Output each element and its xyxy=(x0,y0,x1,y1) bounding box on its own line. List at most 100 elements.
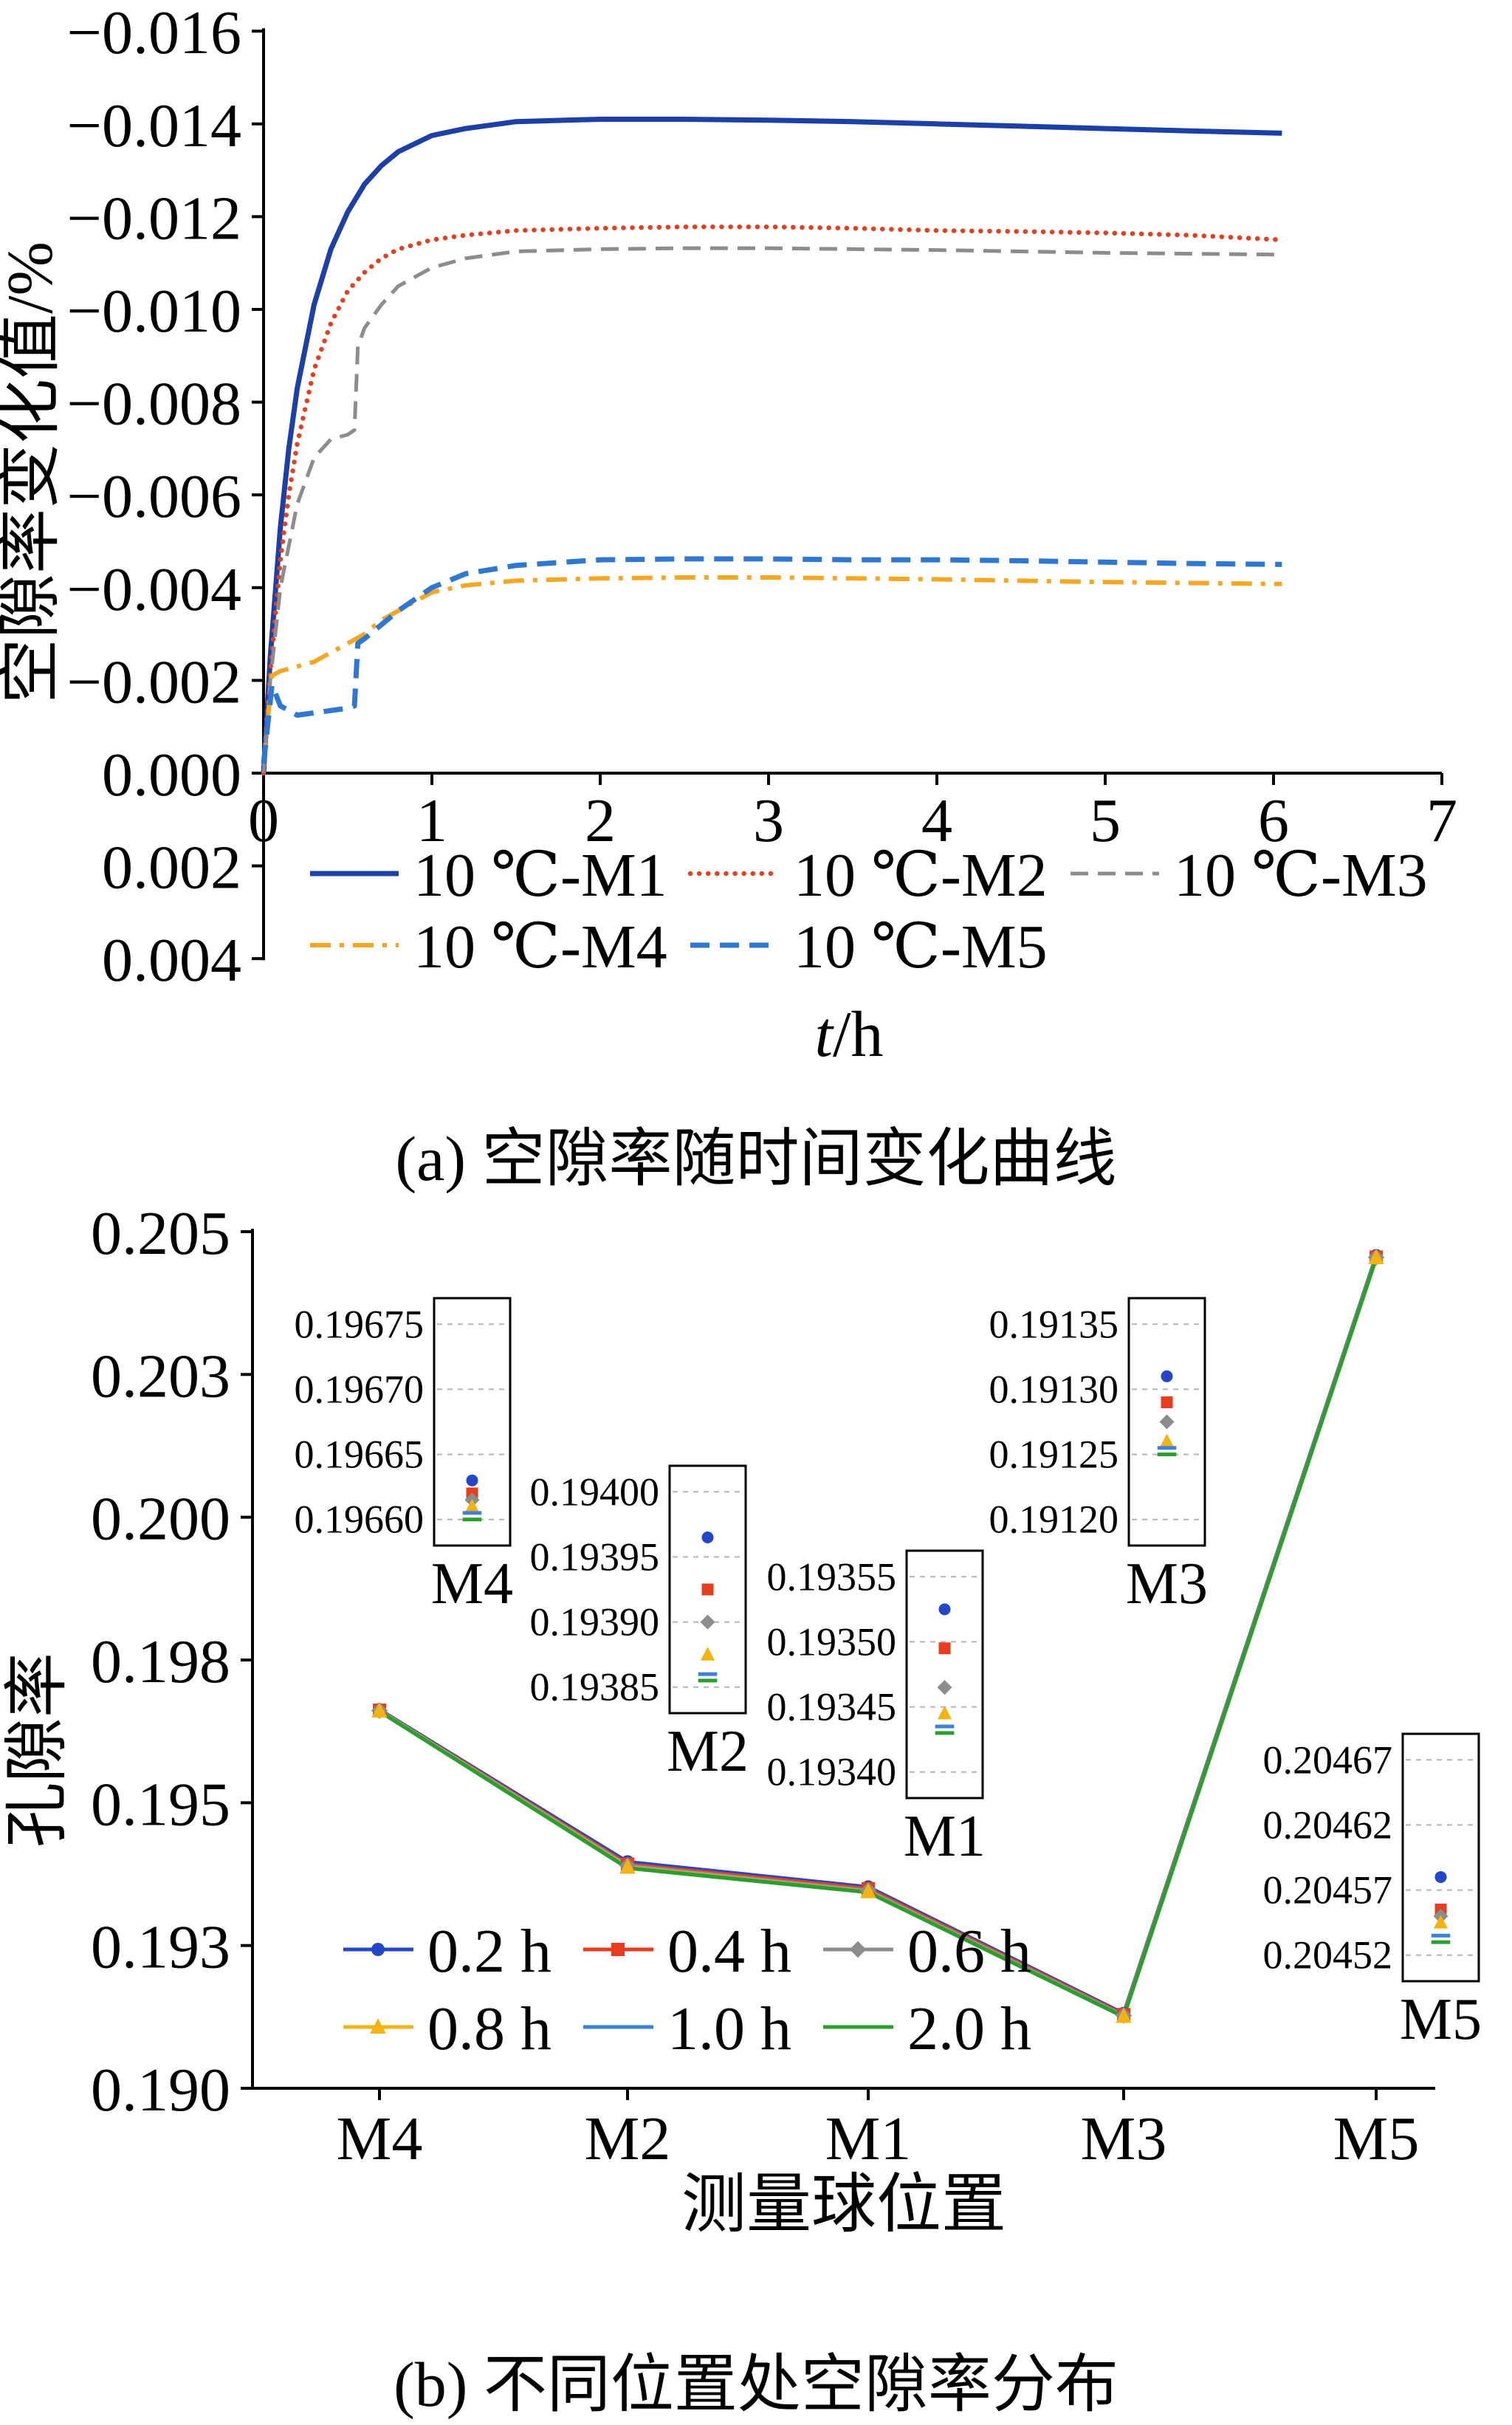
inset-label-M2: M2 xyxy=(667,1719,749,1784)
inset-point-0.4 h xyxy=(701,1583,714,1596)
a-series-10 ℃-M5 xyxy=(261,556,1282,764)
b-legend-label: 2.0 h xyxy=(907,1994,1031,2063)
a-y-tick-label: 0.000 xyxy=(102,741,241,809)
inset-point-0.2 h xyxy=(701,1531,714,1543)
b-point-0.8 h xyxy=(1116,2007,1132,2023)
inset-point-0.2 h xyxy=(466,1474,478,1486)
a-x-tick-label: 3 xyxy=(753,786,784,855)
a-x-tick-label: 7 xyxy=(1426,786,1457,855)
inset-tick-label: 0.20467 xyxy=(1263,1738,1393,1782)
inset-point-0.8 h xyxy=(1433,1915,1449,1929)
inset-tick-label: 0.19135 xyxy=(989,1302,1119,1346)
inset-tick-label: 0.19125 xyxy=(989,1433,1119,1477)
inset-point-0.2 h xyxy=(938,1603,951,1616)
a-y-tick-label: −0.006 xyxy=(67,462,241,531)
b-x-tick-label: M1 xyxy=(825,2105,912,2173)
a-y-axis-title: 空隙率变化值/% xyxy=(0,241,66,704)
inset-tick-label: 0.19130 xyxy=(989,1367,1119,1411)
b-legend-marker xyxy=(370,2018,386,2034)
b-x-tick-label: M5 xyxy=(1333,2105,1420,2173)
inset-point-0.4 h xyxy=(938,1642,951,1655)
b-y-tick-label: 0.190 xyxy=(91,2056,230,2124)
b-legend-marker xyxy=(849,1941,867,1958)
caption-b: (b) 不同位置处空隙率分布 xyxy=(394,2349,1118,2420)
inset-tick-label: 0.19675 xyxy=(295,1302,425,1346)
a-x-tick-label: 4 xyxy=(921,786,952,855)
a-legend-label: 10 ℃-M1 xyxy=(413,841,667,910)
inset-tick-label: 0.19400 xyxy=(530,1469,660,1514)
inset-tick-label: 0.19395 xyxy=(530,1534,660,1579)
inset-label-M4: M4 xyxy=(431,1551,513,1616)
b-x-tick-label: M3 xyxy=(1081,2105,1167,2173)
a-x-tick-label: 1 xyxy=(416,786,447,855)
a-y-tick-label: 0.004 xyxy=(102,926,241,995)
a-y-tick-label: −0.012 xyxy=(67,184,241,253)
inset-tick-label: 0.19345 xyxy=(767,1685,897,1729)
b-legend-marker xyxy=(611,1943,625,1956)
b-y-tick-label: 0.205 xyxy=(91,1199,230,1268)
inset-point-0.8 h xyxy=(464,1498,480,1513)
b-x-tick-label: M2 xyxy=(585,2105,671,2173)
b-legend-label: 0.2 h xyxy=(427,1917,551,1986)
inset-tick-label: 0.19120 xyxy=(989,1498,1119,1542)
a-y-tick-label: −0.004 xyxy=(67,555,241,624)
a-x-tick-label: 2 xyxy=(585,786,616,855)
a-x-tick-label: 0 xyxy=(248,786,279,855)
b-y-tick-label: 0.203 xyxy=(91,1342,230,1410)
inset-box-M5 xyxy=(1401,1732,1480,1983)
inset-point-0.2 h xyxy=(1434,1870,1447,1883)
a-series-10 ℃-M3 xyxy=(261,246,1282,774)
b-point-0.8 h xyxy=(619,1858,636,1874)
b-point-0.8 h xyxy=(371,1702,388,1718)
b-point-0.8 h xyxy=(860,1882,876,1899)
b-legend-marker xyxy=(371,1943,385,1956)
a-legend-label: 10 ℃-M2 xyxy=(794,841,1048,910)
caption-a: (a) 空隙率随时间变化曲线 xyxy=(395,1123,1117,1194)
chart-a-porosity-change-vs-time: −0.016 −0.014 −0.012 −0.010 −0.008 −0.006 −0.0… xyxy=(0,0,1457,1071)
b-y-tick-label: 0.200 xyxy=(91,1485,230,1554)
inset-point-0.8 h xyxy=(937,1705,952,1720)
b-y-tick-label: 0.198 xyxy=(91,1627,230,1696)
inset-point-0.6 h xyxy=(1159,1414,1175,1430)
inset-label-M3: M3 xyxy=(1126,1551,1208,1616)
a-y-tick-label: −0.014 xyxy=(67,92,241,160)
b-legend-label: 0.8 h xyxy=(427,1994,551,2063)
a-legend-label: 10 ℃-M4 xyxy=(413,913,667,981)
inset-point-0.6 h xyxy=(700,1614,715,1630)
b-legend-label: 0.6 h xyxy=(907,1917,1031,1986)
a-y-tick-label: 0.002 xyxy=(102,834,241,902)
a-y-tick-label: −0.002 xyxy=(67,648,241,716)
inset-tick-label: 0.19665 xyxy=(295,1433,425,1477)
a-y-tick-label: −0.010 xyxy=(67,277,241,346)
b-point-0.8 h xyxy=(1368,1249,1384,1265)
b-x-tick-label: M4 xyxy=(337,2105,423,2173)
inset-tick-label: 0.20452 xyxy=(1263,1933,1393,1978)
inset-tick-label: 0.20462 xyxy=(1263,1803,1393,1847)
inset-tick-label: 0.19670 xyxy=(295,1367,425,1411)
b-legend-label: 1.0 h xyxy=(667,1994,791,2063)
inset-point-0.2 h xyxy=(1161,1370,1173,1382)
inset-point-0.8 h xyxy=(700,1647,715,1661)
inset-point-0.6 h xyxy=(937,1680,952,1695)
inset-tick-label: 0.20457 xyxy=(1263,1868,1393,1913)
inset-tick-label: 0.19390 xyxy=(530,1600,660,1644)
inset-tick-label: 0.19660 xyxy=(295,1498,425,1542)
a-series-10 ℃-M4 xyxy=(261,575,1282,764)
a-x-axis-title: t/h xyxy=(815,999,884,1071)
a-x-tick-label: 5 xyxy=(1090,786,1121,855)
inset-point-0.4 h xyxy=(1161,1396,1173,1409)
a-x-tick-label: 6 xyxy=(1258,786,1289,855)
b-y-tick-label: 0.195 xyxy=(91,1770,230,1839)
inset-tick-label: 0.19355 xyxy=(767,1554,897,1599)
inset-label-M1: M1 xyxy=(904,1804,986,1869)
a-y-tick-label: −0.016 xyxy=(67,0,241,67)
a-legend-label: 10 ℃-M3 xyxy=(1174,841,1428,910)
inset-point-0.8 h xyxy=(1159,1433,1175,1447)
inset-tick-label: 0.19385 xyxy=(530,1665,660,1709)
inset-tick-label: 0.19350 xyxy=(767,1619,897,1664)
chart-b-porosity-distribution: 0.205 0.203 0.200 0.198 0.195 0.193 0.190 M4 M2 M… xyxy=(2,1199,1482,2241)
b-y-axis-title: 孔隙率 xyxy=(2,1653,74,1848)
a-legend-label: 10 ℃-M5 xyxy=(794,913,1048,981)
inset-label-M5: M5 xyxy=(1400,1987,1482,2052)
